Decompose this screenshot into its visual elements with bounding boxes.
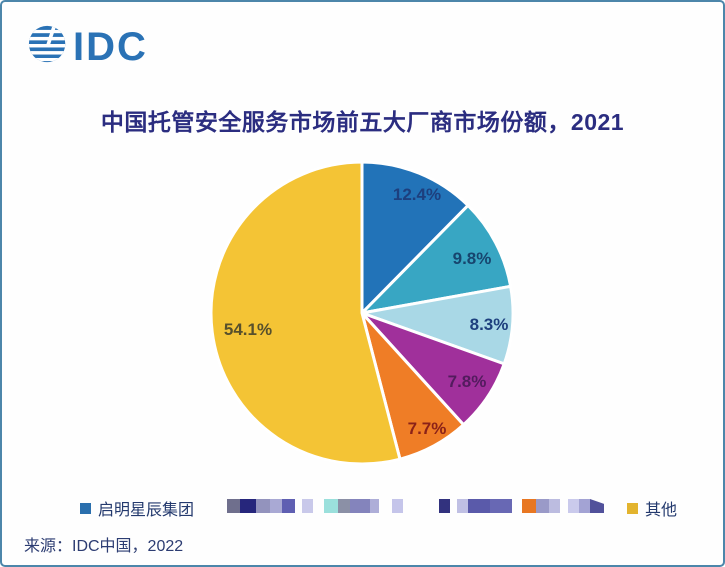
idc-logo-text: IDC	[73, 24, 148, 69]
idc-logo: IDC	[28, 22, 148, 71]
pie-slice-1	[360, 203, 513, 315]
pie-label-1: 9.8%	[452, 249, 492, 268]
pie-label-0: 12.4%	[392, 185, 442, 204]
source-line: 来源：IDC中国，2022	[24, 538, 184, 555]
pie-label-5: 54.1%	[223, 320, 273, 339]
pie-label-3: 7.8%	[447, 372, 487, 391]
pie-label-2: 8.3%	[469, 315, 509, 334]
idc-globe-icon	[28, 22, 68, 71]
pie-label-4: 7.7%	[407, 419, 447, 438]
chart-title: 中国托管安全服务市场前五大厂商市场份额，2021	[100, 109, 625, 135]
pie-slice-0	[360, 160, 470, 315]
pie-slice-5	[209, 160, 402, 466]
